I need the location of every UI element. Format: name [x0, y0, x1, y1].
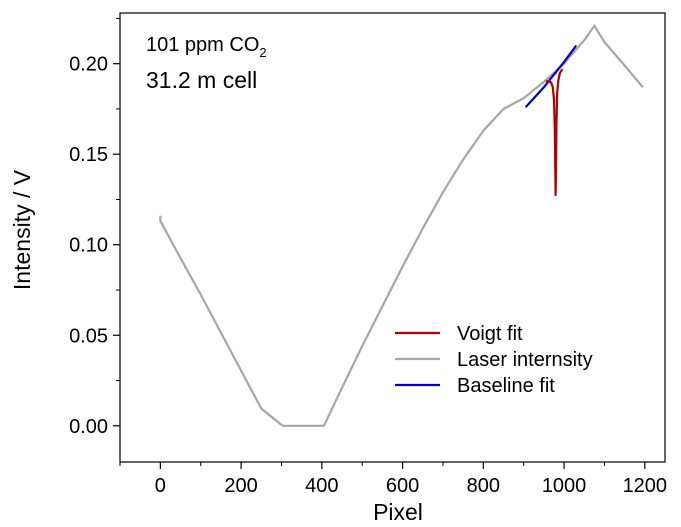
concentration-annotation: 101 ppm CO2	[146, 34, 267, 60]
plot-lines	[159, 24, 644, 427]
cell-length-annotation: 31.2 m cell	[146, 67, 257, 93]
x-axis-label: Pixel	[373, 499, 423, 525]
series-line-voigt-fit	[545, 68, 564, 197]
series-line-baseline-fit	[524, 44, 578, 108]
y-tick-label: 0.05	[69, 325, 108, 347]
concentration-text: 101 ppm CO	[146, 34, 259, 56]
x-tick-label: 600	[386, 475, 419, 497]
x-tick-label: 800	[467, 475, 500, 497]
legend-label: Laser internsity	[457, 349, 593, 371]
x-axis-ticks: 0 200 400 600 800 1000 1200	[119, 462, 668, 497]
y-axis-label: Intensity / V	[9, 169, 35, 290]
y-tick-label: 0.20	[69, 54, 108, 76]
legend: Voigt fit Laser internsity Baseline fit	[395, 323, 593, 397]
y-tick-label: 0.15	[69, 144, 108, 166]
x-tick-label: 200	[224, 475, 257, 497]
y-tick-label: 0.00	[69, 416, 108, 438]
series-line-laser-internsity	[159, 24, 644, 427]
y-axis-ticks: 0.00 0.05 0.10 0.15 0.20	[69, 17, 120, 438]
x-tick-label: 1000	[542, 475, 587, 497]
x-tick-label: 1200	[623, 475, 668, 497]
concentration-subscript: 2	[259, 45, 266, 60]
legend-label: Voigt fit	[457, 323, 523, 345]
plot-frame	[119, 12, 666, 463]
y-tick-label: 0.10	[69, 235, 108, 257]
x-tick-label: 400	[305, 475, 338, 497]
x-tick-label: 0	[155, 475, 166, 497]
legend-label: Baseline fit	[457, 375, 555, 397]
